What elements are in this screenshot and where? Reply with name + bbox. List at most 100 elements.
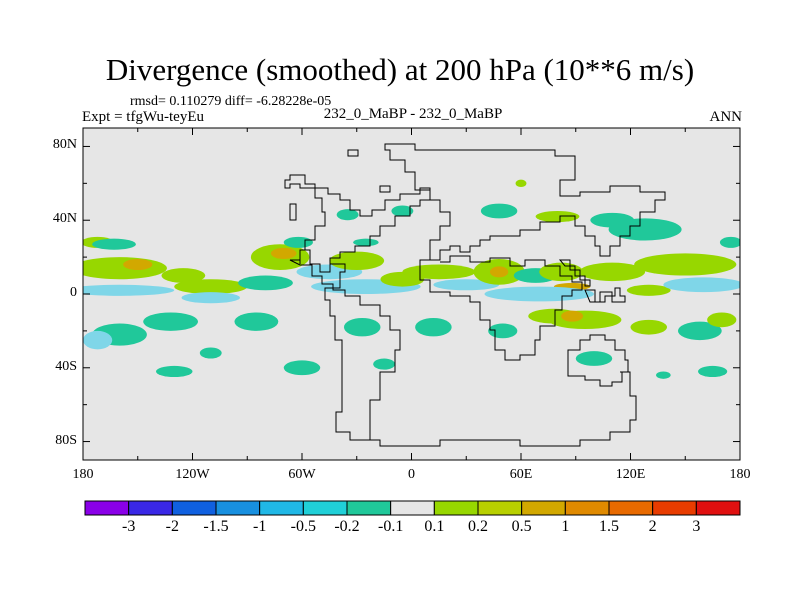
anomaly-region — [402, 264, 476, 280]
anomaly-region — [373, 358, 396, 370]
colorbar-swatch — [302, 500, 348, 516]
colorbar-swatch — [215, 500, 261, 516]
coastline-arctic-islands — [289, 149, 391, 221]
anomaly-region — [707, 312, 737, 328]
anomaly-region — [626, 284, 671, 296]
anomaly-region — [488, 323, 518, 339]
colorbar-label: 2 — [648, 518, 657, 535]
colorbar — [84, 500, 741, 516]
tick-marks — [82, 128, 741, 460]
anomaly-region — [83, 284, 175, 296]
anomaly-region — [92, 238, 136, 250]
anomaly-region — [548, 310, 622, 330]
coastline-eurasia — [384, 143, 666, 261]
colorbar-label: -0.5 — [290, 518, 316, 535]
colorbar-label: 0.1 — [424, 518, 445, 535]
anomaly-region — [283, 360, 321, 376]
anomaly-region — [343, 317, 381, 337]
lat-label: 40S — [55, 358, 77, 374]
anomaly-region — [270, 247, 297, 259]
anomaly-region — [561, 310, 584, 322]
colorbar-label: -2 — [165, 518, 179, 535]
anomaly-region — [329, 251, 385, 271]
anomaly-region — [579, 262, 646, 282]
anomaly-region — [181, 292, 240, 304]
anomaly-region — [535, 211, 580, 223]
colorbar-swatch — [652, 500, 697, 516]
coastline-layer — [284, 143, 666, 447]
anomaly-region — [677, 321, 722, 341]
lat-label: 40N — [52, 211, 77, 227]
lon-label: 60W — [288, 467, 316, 482]
stats-line: rmsd= 0.110279 diff= -6.28228e-05 — [130, 94, 332, 109]
anomaly-region — [575, 351, 613, 366]
anomaly-region — [719, 236, 740, 248]
lon-label: 60E — [509, 467, 533, 482]
coastline-antarctica-peninsula — [370, 371, 637, 447]
anomaly-region — [489, 266, 509, 278]
colorbar-label: 1 — [561, 518, 570, 535]
anomaly-region — [484, 286, 594, 302]
colorbar-label: -1.5 — [203, 518, 229, 535]
colorbar-swatch — [608, 500, 654, 516]
anomaly-region — [83, 330, 113, 350]
colorbar-label: -0.1 — [377, 518, 404, 535]
anomaly-region — [415, 317, 452, 337]
coastline-australia — [567, 334, 629, 387]
anomaly-region — [698, 365, 728, 378]
colorbar-label: -0.2 — [334, 518, 360, 535]
case-label-text: 232_0_MaBP - 232_0_MaBP — [323, 106, 503, 122]
anomaly-region — [391, 205, 414, 217]
colorbar-swatch — [433, 500, 479, 516]
anomaly-region — [663, 277, 740, 293]
season-label: ANN — [709, 109, 743, 125]
colorbar-swatch — [259, 500, 304, 516]
anomaly-region — [283, 236, 313, 248]
coastline-africa — [419, 255, 583, 361]
anomaly-region — [480, 203, 518, 219]
anomaly-region — [143, 312, 198, 331]
colorbar-label: -1 — [252, 518, 267, 535]
anomaly-region — [199, 347, 222, 359]
lon-label: 120W — [175, 467, 210, 482]
coastline-north-america — [284, 174, 431, 264]
anomaly-region — [634, 253, 737, 276]
anomaly-region — [433, 279, 500, 291]
lat-label: 80N — [52, 137, 77, 153]
anomaly-region — [539, 262, 584, 282]
lon-label: 180 — [72, 467, 94, 482]
lat-label: 80S — [55, 432, 77, 448]
anomaly-region — [353, 238, 379, 247]
anomaly-region — [234, 312, 279, 331]
anomaly-region — [590, 212, 635, 228]
lon-label: 180 — [729, 467, 751, 482]
lon-label: 120E — [615, 467, 646, 482]
colorbar-swatch — [477, 500, 523, 516]
experiment-label: Expt = tfgWu-teyEu — [82, 109, 204, 125]
colorbar-swatch — [346, 500, 392, 516]
anomaly-region — [336, 209, 359, 221]
colorbar-label: 3 — [692, 518, 701, 535]
colorbar-swatch — [171, 500, 217, 516]
anomaly-region — [656, 371, 671, 379]
colorbar-swatch — [521, 500, 566, 516]
case-label: 232_0_MaBP - 232_0_MaBP — [0, 106, 800, 123]
coastline-asia-south — [558, 259, 626, 303]
lat-label: 0 — [70, 285, 77, 300]
anomaly-region — [83, 257, 167, 280]
plot-title: Divergence (smoothed) at 200 hPa (10**6 … — [105, 52, 695, 87]
colorbar-label: 0.5 — [511, 518, 532, 535]
colorbar-swatch — [84, 500, 130, 516]
anomaly-region — [515, 179, 527, 188]
anomaly-region — [156, 365, 193, 378]
colorbar-swatch — [695, 500, 741, 516]
anomaly-region — [174, 279, 248, 294]
colorbar-swatch — [564, 500, 610, 516]
colorbar-label: -3 — [121, 518, 136, 535]
colorbar-label: 1.5 — [599, 518, 619, 535]
anomaly-region — [238, 275, 293, 291]
lon-label: 0 — [408, 467, 415, 482]
anomaly-region — [123, 258, 153, 271]
colorbar-swatch — [390, 500, 435, 516]
